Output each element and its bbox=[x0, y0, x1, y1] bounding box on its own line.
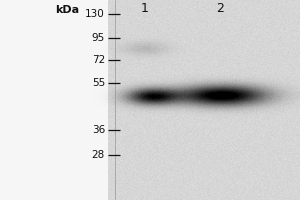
Text: 130: 130 bbox=[85, 9, 105, 19]
Text: 28: 28 bbox=[92, 150, 105, 160]
Text: 72: 72 bbox=[92, 55, 105, 65]
Text: 55: 55 bbox=[92, 78, 105, 88]
Text: 36: 36 bbox=[92, 125, 105, 135]
Text: 95: 95 bbox=[92, 33, 105, 43]
Text: 2: 2 bbox=[216, 1, 224, 15]
Text: kDa: kDa bbox=[55, 5, 79, 15]
Text: 1: 1 bbox=[141, 1, 149, 15]
